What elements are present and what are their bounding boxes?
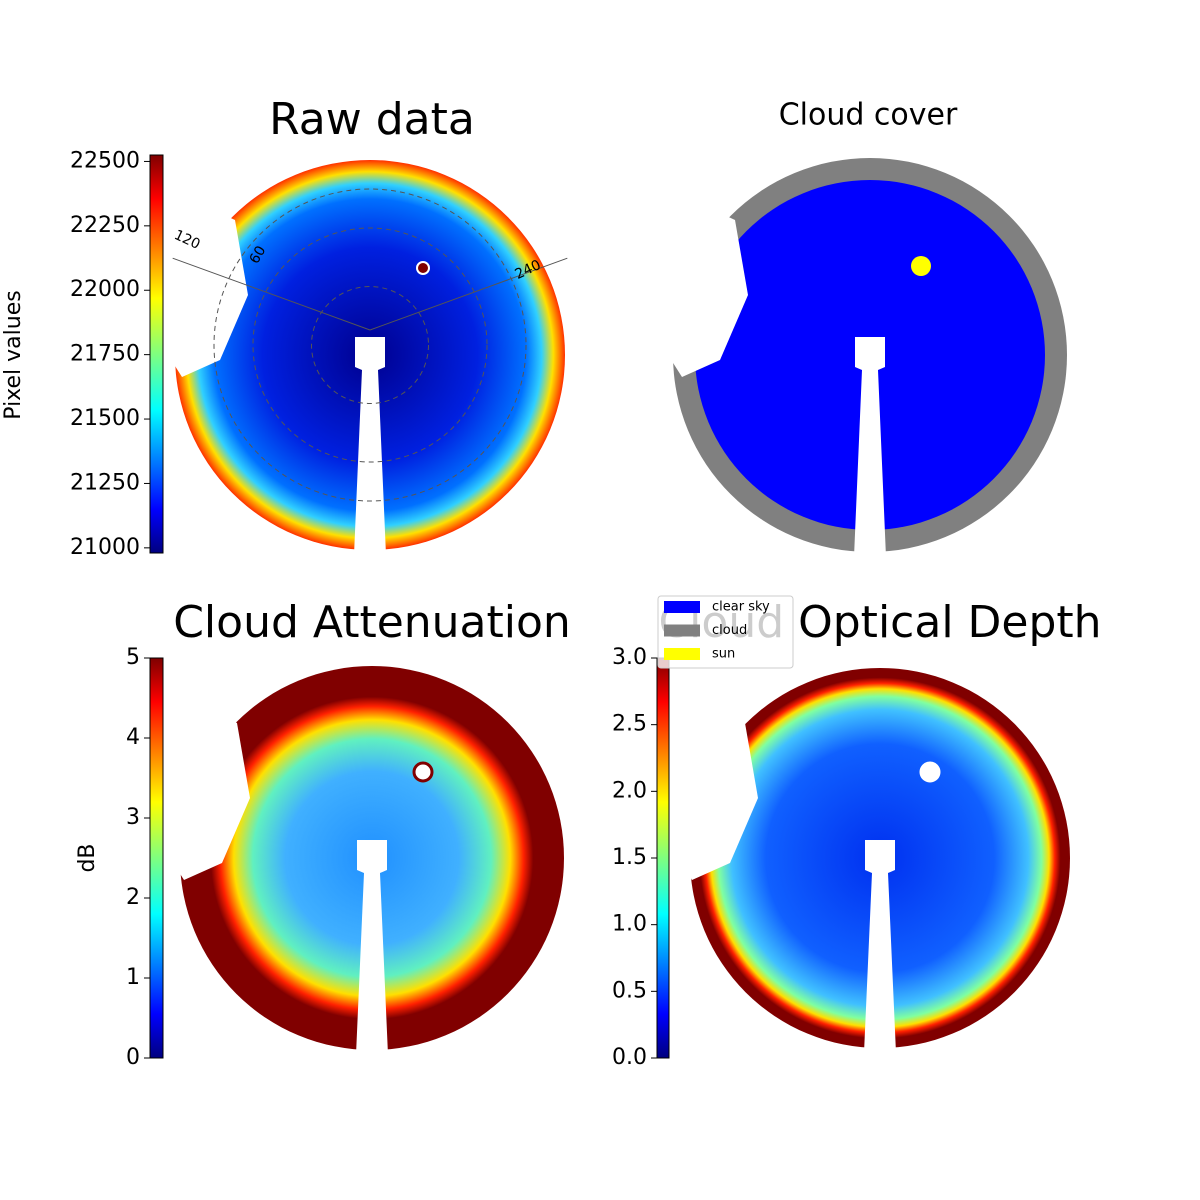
colorbar-tick-label: 4 [126,725,140,750]
colorbar [656,657,670,1059]
sun-spot [412,761,434,783]
colorbar-tick-label: 22500 [70,148,140,173]
mask-pole [356,840,388,1055]
mask-notch [630,185,748,377]
colorbar [149,154,164,554]
colorbar-tick-label: 3.0 [612,645,647,670]
legend-swatch [664,648,700,660]
colorbar-tick-label: 0.0 [612,1045,647,1070]
colorbar [149,657,164,1059]
colorbar-tick-label: 21750 [70,342,140,367]
colorbar-tick-label: 0 [126,1045,140,1070]
colorbar-tick-label: 2 [126,885,140,910]
colorbar-tick-label: 3 [126,805,140,830]
colorbar-tick-label: 1 [126,965,140,990]
mask-pole [854,337,886,557]
legend-swatch [664,601,700,613]
colorbar-tick-label: 21500 [70,406,140,431]
sun-spot [919,761,941,783]
polar-axis [172,257,371,331]
colorbar-tick-label: 22000 [70,277,140,302]
colorbar-tick-label: 5 [126,645,140,670]
colorbar-label: dB [75,843,100,872]
colorbar-tick-label: 2.5 [612,712,647,737]
panel-title: Cloud cover [779,98,958,133]
legend-label: cloud [712,623,747,638]
legend-swatch [664,624,700,637]
panel-title: Cloud Attenuation [173,597,571,648]
polar-grid [252,227,488,463]
panel-title: Raw data [269,94,475,145]
colorbar-tick-label: 1.0 [612,912,647,937]
legend-label: sun [712,647,735,662]
colorbar-tick-label: 0.5 [612,978,647,1003]
polar-axis [369,257,568,331]
colorbar-tick-label: 22250 [70,213,140,238]
colorbar-tick-label: 2.0 [612,778,647,803]
polar-grid [311,286,429,404]
mask-pole [864,840,896,1053]
legend-label: clear sky [712,600,770,615]
colorbar-label: Pixel values [1,290,26,419]
sun-disk [911,256,931,276]
sun-spot [416,261,430,275]
colorbar-tick-label: 21250 [70,470,140,495]
colorbar-tick-label: 1.5 [612,845,647,870]
colorbar-tick-label: 21000 [70,535,140,560]
polar-label: 60 [247,243,270,266]
polar-grid [213,188,527,502]
